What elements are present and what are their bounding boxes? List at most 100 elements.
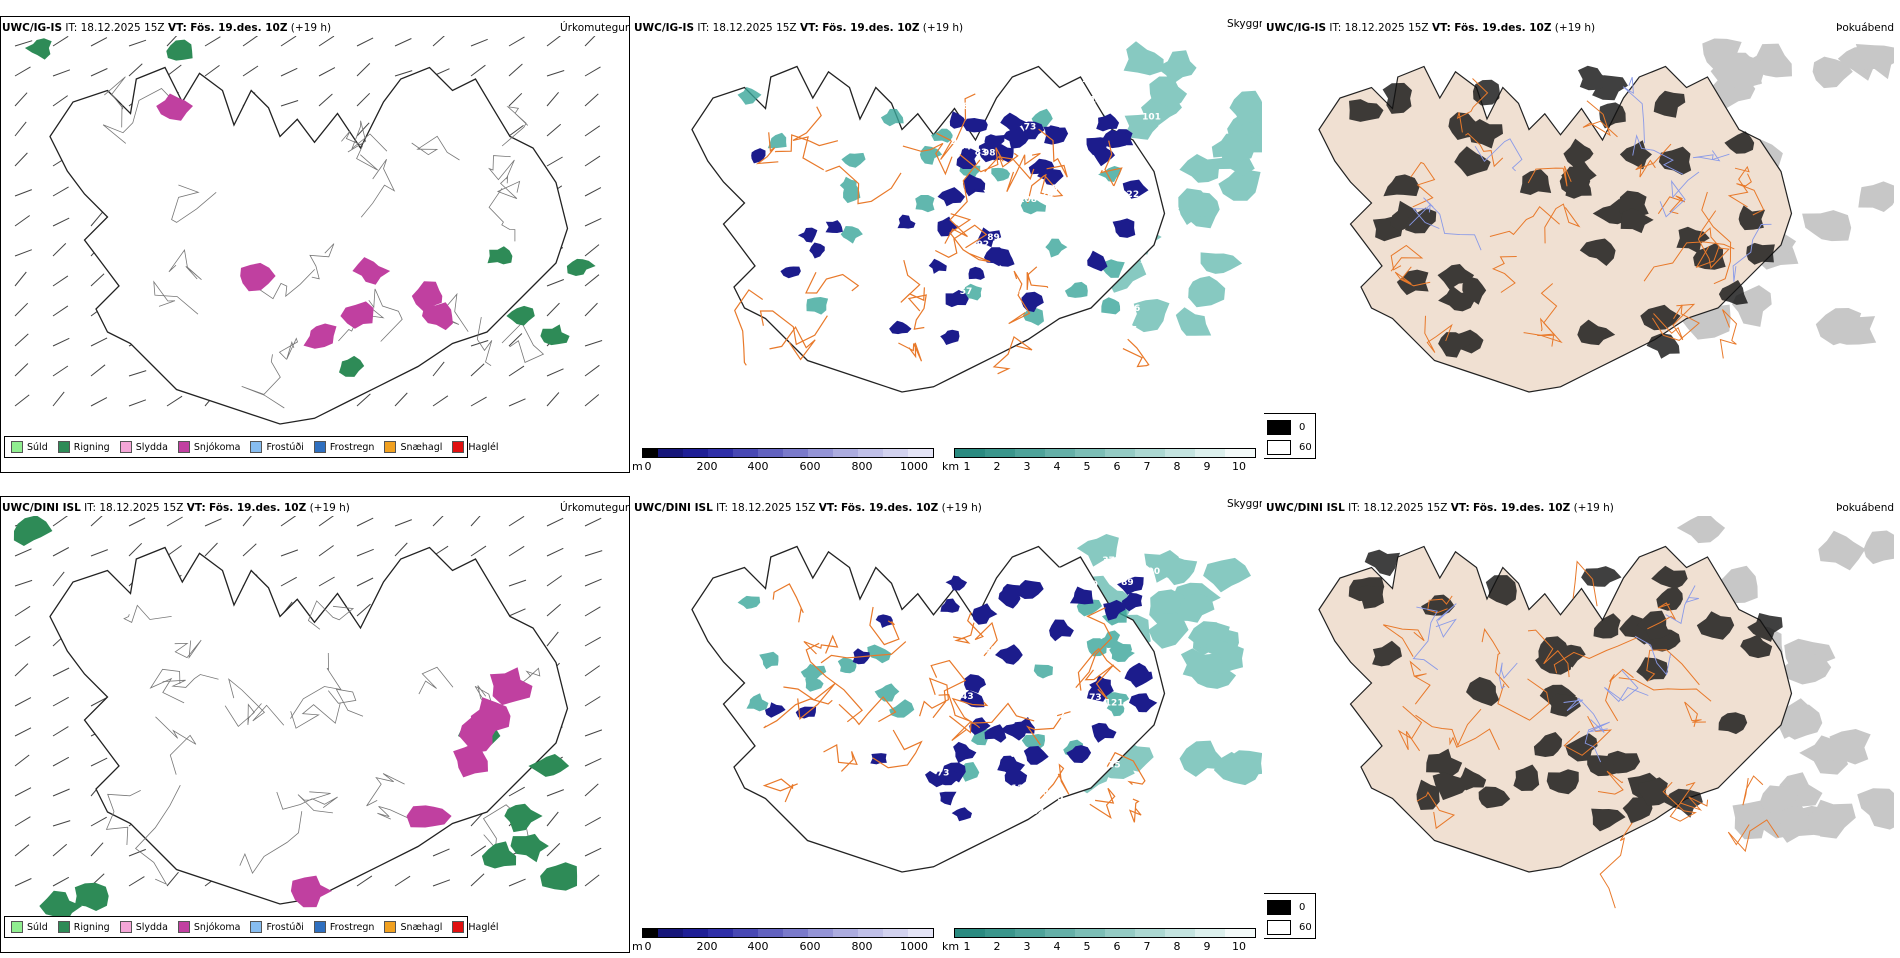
panel-title: UWC/IG-IS IT: 18.12.2025 15Z VT: Fös. 19… — [634, 22, 964, 34]
wind-barb — [318, 576, 335, 587]
wind-barb — [508, 786, 525, 797]
map-blob — [1857, 788, 1894, 830]
wind-barb — [14, 605, 31, 617]
wind-barb — [546, 547, 564, 557]
map-blob — [1086, 137, 1108, 156]
wind-barb — [90, 516, 103, 527]
fog-legend-row: 0 — [1267, 897, 1315, 917]
vis-tick: 6 — [1113, 460, 1121, 473]
wind-barb — [280, 67, 298, 77]
wind-barb — [508, 92, 523, 107]
visibility-value: 129 — [1096, 342, 1115, 352]
map-blob — [1382, 82, 1412, 114]
wind-barb — [356, 92, 371, 107]
panel-variable-title: Skyggni — [1227, 18, 1262, 30]
wind-barb — [546, 302, 560, 317]
map-blob — [1087, 250, 1108, 272]
map-line — [1553, 636, 1639, 674]
vis-unit: km — [942, 940, 960, 953]
wind-barb — [584, 93, 599, 107]
map-blob — [1122, 179, 1149, 199]
wind-barb — [508, 579, 527, 587]
legend-swatch — [384, 441, 397, 453]
map-line — [762, 778, 798, 803]
wind-barb — [166, 64, 182, 77]
visibility-value: 195 — [1103, 341, 1122, 351]
panel-variable-title: Úrkomutegund — [560, 22, 630, 34]
map-blob — [1175, 307, 1212, 336]
wind-barb — [90, 549, 108, 557]
wind-barb — [14, 121, 27, 137]
map-blob — [765, 702, 786, 718]
visibility-value: 259 — [978, 646, 997, 656]
wind-barb — [14, 152, 28, 167]
wind-barb — [470, 873, 485, 887]
wind-barb — [584, 217, 602, 227]
wind-barb — [166, 545, 182, 557]
visibility-value: 101 — [1142, 113, 1161, 123]
map-line — [1665, 585, 1699, 625]
vis-tick: 8 — [1173, 940, 1181, 953]
map-blob — [737, 87, 762, 105]
map-blob — [928, 258, 947, 274]
map-blob — [1049, 619, 1074, 642]
map-blob — [1001, 583, 1025, 601]
fog-map — [1318, 516, 1894, 909]
fog-legend-row: 60 — [1267, 917, 1315, 937]
visibility-value: 77 — [1053, 711, 1066, 721]
iceland-outline — [691, 545, 1166, 873]
map-blob — [1002, 126, 1030, 149]
wind-barb — [52, 788, 70, 797]
wind-barb — [432, 395, 449, 407]
map-blob — [1696, 611, 1735, 640]
wind-barb — [90, 757, 108, 767]
map-line — [734, 289, 764, 366]
map-line — [907, 294, 927, 330]
wind-barb — [166, 36, 178, 47]
map-blob — [767, 132, 787, 149]
map-line — [1684, 701, 1706, 728]
wind-barb — [52, 95, 68, 107]
map-line — [1449, 728, 1500, 751]
map-blob — [339, 355, 365, 377]
legend-item: Slydda — [119, 921, 168, 933]
map-line — [1409, 660, 1431, 705]
map-blob — [1112, 218, 1136, 238]
map-line — [347, 120, 388, 153]
wind-barb — [318, 545, 334, 557]
map-blob — [1676, 516, 1726, 544]
map-blob — [1033, 664, 1053, 679]
map-line — [1498, 662, 1518, 690]
map-line — [1697, 210, 1730, 269]
map-blob — [1454, 146, 1491, 177]
map-blob — [1045, 238, 1068, 258]
wind-barb — [546, 517, 564, 527]
map-blob — [1802, 210, 1852, 242]
map-blob — [1619, 190, 1649, 217]
wind-barb — [204, 542, 218, 557]
wind-barb — [90, 397, 108, 407]
wind-barb — [546, 91, 559, 107]
visibility-value: 52 — [1052, 184, 1065, 194]
map-line — [772, 583, 804, 623]
map-line — [959, 147, 1004, 173]
wind-barb — [52, 843, 68, 857]
map-blob — [1533, 732, 1563, 757]
wind-barb — [584, 665, 600, 677]
wind-barb — [584, 550, 603, 557]
iceland-outline — [49, 66, 569, 425]
legend-item: Súld — [11, 441, 48, 453]
legend-swatch — [384, 921, 397, 933]
map-blob — [915, 195, 935, 213]
legend-swatch — [119, 921, 132, 933]
vis-blocks — [954, 928, 1256, 938]
map-blob — [962, 118, 988, 133]
fog-legend-row: 0 — [1267, 417, 1315, 437]
map-blob — [1124, 662, 1150, 682]
wind-barb — [128, 39, 147, 47]
wind-barb — [432, 361, 445, 377]
map-line — [241, 354, 285, 409]
map-line — [155, 716, 197, 775]
legend-swatch — [119, 441, 132, 453]
map-blob — [976, 227, 1002, 248]
